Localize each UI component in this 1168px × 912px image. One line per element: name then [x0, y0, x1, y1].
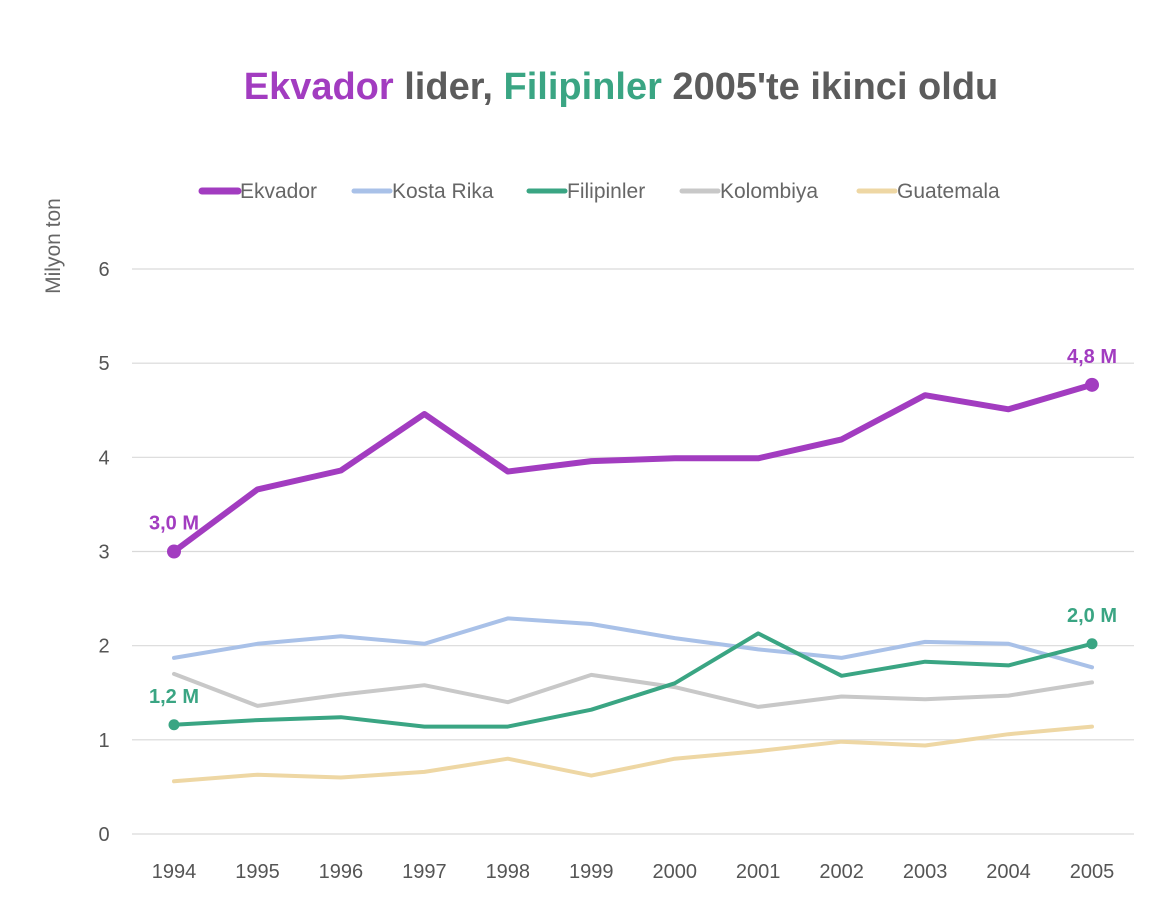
- y-tick-label: 4: [98, 447, 109, 469]
- series-line-kosta-rika: [172, 616, 1094, 670]
- legend-label: Ekvador: [240, 180, 317, 203]
- series-kolombiya: [172, 671, 1094, 709]
- series-line-kolombiya: [172, 671, 1094, 709]
- data-label-ekvador-1994: 3,0 M: [149, 513, 199, 535]
- y-tick-label: 3: [98, 542, 109, 564]
- series-kosta-rika: [172, 616, 1094, 670]
- x-tick-label: 2004: [986, 861, 1031, 883]
- y-tick-label: 5: [98, 353, 109, 375]
- legend-item-kolombiya: Kolombiya: [679, 180, 818, 203]
- endpoint-marker-filipinler-2005: [1086, 638, 1098, 650]
- x-axis-ticks: 1994 1995 1996 1997 1998 1999 2000 2001 2002 2003…: [152, 861, 1115, 883]
- y-tick-label: 0: [98, 824, 109, 846]
- gridlines: [132, 268, 1134, 835]
- x-tick-label: 2002: [819, 861, 864, 883]
- series-filipinler: 1,2 M 2,0 M: [149, 605, 1117, 731]
- x-tick-label: 2001: [736, 861, 781, 883]
- y-tick-label: 1: [98, 730, 109, 752]
- series-line-ekvador: [171, 381, 1095, 555]
- x-tick-label: 1999: [569, 861, 614, 883]
- y-tick-label: 2: [98, 636, 109, 658]
- title-part-1: Ekvador: [244, 66, 394, 108]
- endpoint-marker-filipinler-1994: [168, 719, 180, 731]
- series-line-guatemala: [172, 724, 1094, 784]
- title-part-4: 2005'te ikinci oldu: [662, 66, 998, 108]
- title-part-2: lider,: [394, 66, 504, 108]
- series-line-filipinler: [172, 631, 1094, 729]
- series-layer: 3,0 M 4,8 M 1,2 M 2,0 M: [149, 346, 1117, 784]
- series-guatemala: [172, 724, 1094, 784]
- endpoint-marker-ekvador-1994: [167, 544, 181, 559]
- x-tick-label: 2000: [652, 861, 697, 883]
- x-tick-label: 1994: [152, 861, 197, 883]
- legend-label: Filipinler: [567, 180, 645, 203]
- legend-item-guatemala: Guatemala: [856, 180, 1000, 203]
- data-label-ekvador-2005: 4,8 M: [1067, 346, 1117, 368]
- x-tick-label: 1998: [486, 861, 531, 883]
- chart-title: Ekvador lider, Filipinler 2005'te ikinci…: [244, 66, 999, 108]
- data-label-filipinler-2005: 2,0 M: [1067, 605, 1117, 627]
- x-tick-label: 1995: [235, 861, 280, 883]
- x-tick-label: 1997: [402, 861, 447, 883]
- series-ekvador: 3,0 M 4,8 M: [149, 346, 1117, 559]
- legend-item-kosta-rika: Kosta Rika: [351, 180, 494, 203]
- legend-label: Kolombiya: [720, 180, 818, 203]
- x-tick-label: 1996: [319, 861, 364, 883]
- endpoint-marker-ekvador-2005: [1085, 377, 1099, 392]
- legend-item-ekvador: Ekvador: [198, 180, 317, 203]
- legend-label: Kosta Rika: [392, 180, 494, 203]
- data-label-filipinler-1994: 1,2 M: [149, 686, 199, 708]
- legend: Ekvador Kosta Rika Filipinler Kolombiya Guat…: [198, 180, 1000, 203]
- y-tick-label: 6: [98, 259, 109, 281]
- legend-label: Guatemala: [897, 180, 1000, 203]
- legend-item-filipinler: Filipinler: [526, 180, 645, 203]
- x-tick-label: 2003: [903, 861, 948, 883]
- x-tick-label: 2005: [1070, 861, 1115, 883]
- title-part-3: Filipinler: [504, 66, 663, 108]
- y-axis-ticks: 0 1 2 3 4 5 6: [98, 259, 109, 846]
- y-axis-title: Milyon ton: [42, 198, 65, 294]
